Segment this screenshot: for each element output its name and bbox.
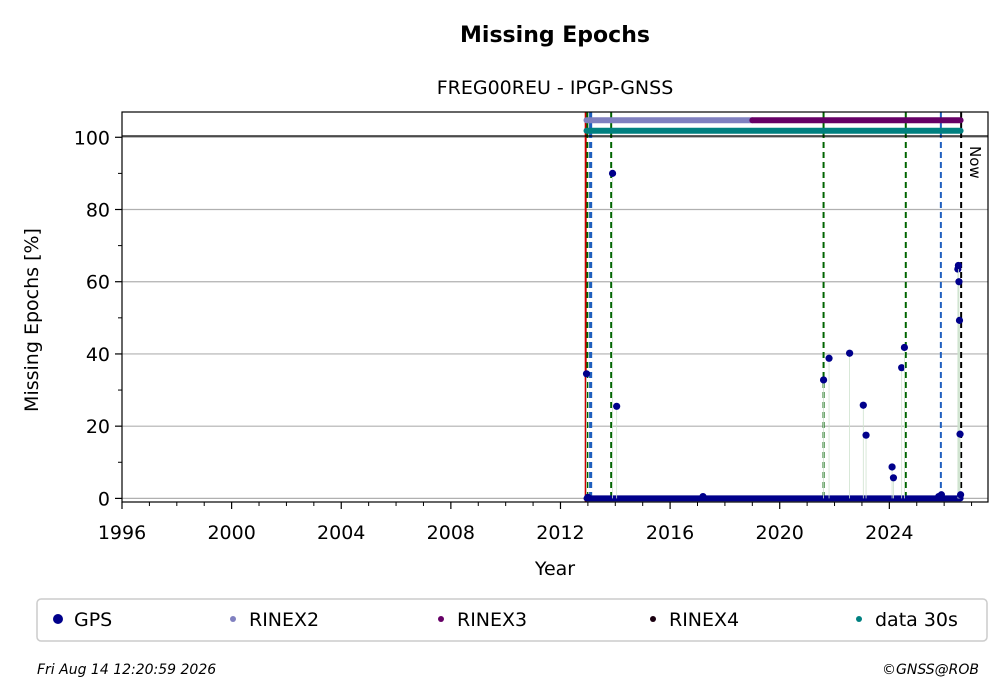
gps-point-15 xyxy=(937,491,946,499)
gps-point-0 xyxy=(582,370,591,378)
footer-timestamp: Fri Aug 14 12:20:59 2026 xyxy=(37,662,216,678)
gps-point-13 xyxy=(900,343,909,352)
x-tick-label-2020: 2020 xyxy=(756,522,804,544)
vertical-lines-layer xyxy=(584,112,963,502)
gps-point-17 xyxy=(954,261,963,270)
gps-point-7 xyxy=(846,349,854,357)
y-axis-label: Missing Epochs [%] xyxy=(21,228,43,412)
gps-point-12 xyxy=(898,364,906,372)
gps-point-11 xyxy=(889,474,898,482)
x-axis-ticks: 1996 2000 2004 2008 2012 2016 2020 2024 xyxy=(98,502,973,544)
x-tick-label-2016: 2016 xyxy=(646,522,694,544)
x-tick-label-2008: 2008 xyxy=(427,522,475,544)
x-tick-label-2000: 2000 xyxy=(207,522,255,544)
legend: GPS RINEX2 RINEX3 RINEX4 data 30s xyxy=(53,609,958,631)
gps-point-20 xyxy=(956,430,964,438)
gps-point-5 xyxy=(819,376,828,384)
chart-subtitle: FREG00REU - IPGP-GNSS xyxy=(437,77,674,99)
y-tick-label-40: 40 xyxy=(86,344,110,366)
y-tick-label-20: 20 xyxy=(86,416,110,438)
gps-point-10 xyxy=(888,463,896,471)
y-tick-label-100: 100 xyxy=(74,127,110,149)
gps-point-9 xyxy=(862,431,870,439)
legend-label-0: GPS xyxy=(74,609,112,631)
grid-layer xyxy=(122,136,988,499)
y-tick-label-0: 0 xyxy=(98,488,110,510)
gps-point-4 xyxy=(699,492,707,501)
gps-point-8 xyxy=(859,401,867,409)
chart-title: Missing Epochs xyxy=(460,23,650,48)
y-tick-label-80: 80 xyxy=(86,200,110,222)
plot-frame xyxy=(121,111,989,503)
legend-box xyxy=(36,598,988,642)
gps-point-21 xyxy=(956,491,965,499)
gps-point-1 xyxy=(584,493,592,501)
legend-marker-1 xyxy=(230,616,236,622)
footer-credit: ©GNSS@ROB xyxy=(882,662,979,678)
x-tick-label-1996: 1996 xyxy=(98,522,146,544)
legend-marker-4 xyxy=(856,616,862,622)
legend-label-2: RINEX3 xyxy=(457,609,527,631)
y-axis-ticks: 0 20 40 60 80 100 xyxy=(74,127,122,510)
gps-point-19 xyxy=(955,316,964,324)
y-tick-label-60: 60 xyxy=(86,272,110,294)
x-axis-label: Year xyxy=(534,558,575,580)
now-label: Now xyxy=(966,146,984,179)
legend-marker-2 xyxy=(438,616,444,622)
gps-point-3 xyxy=(613,402,621,410)
legend-label-3: RINEX4 xyxy=(669,609,739,631)
gps-point-18 xyxy=(955,278,963,286)
legend-label-4: data 30s xyxy=(875,609,958,631)
legend-marker-0 xyxy=(53,614,63,624)
gps-point-6 xyxy=(825,354,833,362)
legend-marker-3 xyxy=(650,616,656,622)
legend-label-1: RINEX2 xyxy=(249,609,319,631)
gps-point-2 xyxy=(608,169,617,177)
x-tick-label-2004: 2004 xyxy=(317,522,365,544)
x-tick-label-2012: 2012 xyxy=(536,522,584,544)
x-tick-label-2024: 2024 xyxy=(865,522,913,544)
gps-points-layer xyxy=(582,169,965,502)
availability-bars-layer xyxy=(583,117,964,134)
